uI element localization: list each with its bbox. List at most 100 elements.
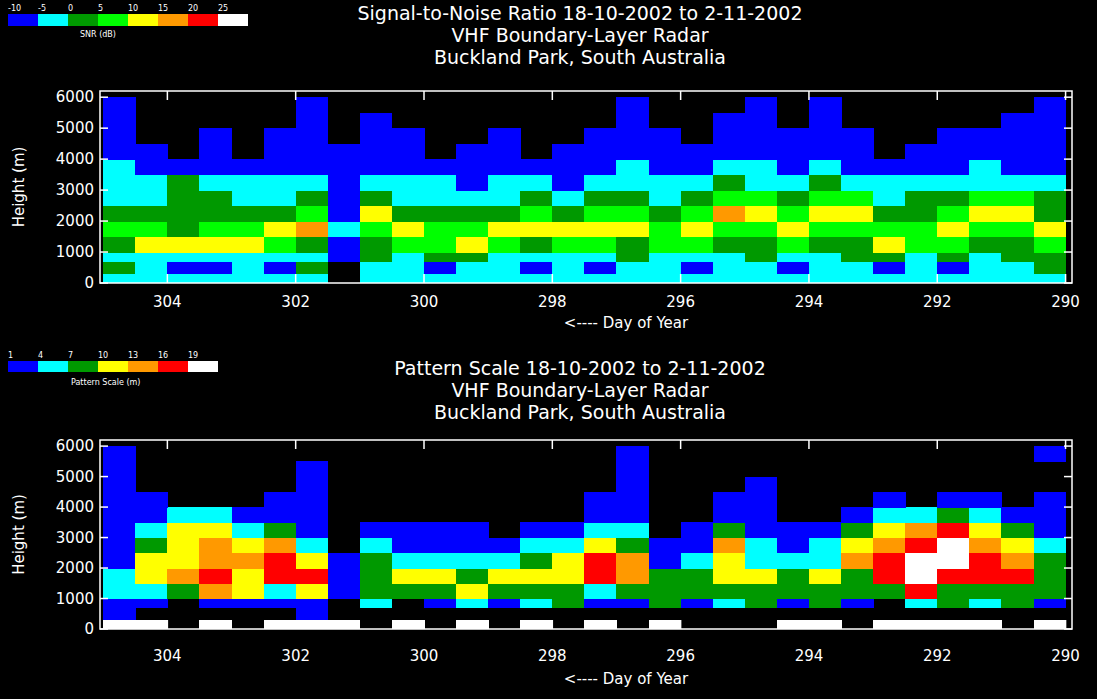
x-tick [1065,274,1067,283]
cell [969,128,1002,144]
color-bar-box [128,14,158,26]
cell [264,522,297,538]
cells [103,446,1066,629]
cell [135,206,168,222]
cell [905,620,938,629]
cell [360,128,393,144]
cell [809,97,842,113]
y-tick-label: 2000 [56,559,94,577]
cell [1001,568,1034,584]
cell [905,274,938,283]
cell [713,538,746,554]
cell [360,113,393,129]
cell [905,206,938,222]
cell [296,599,329,609]
cell [616,261,649,274]
cell [552,237,585,253]
cell [103,159,136,175]
y-tick-label: 4000 [56,498,94,516]
cell [616,599,649,609]
cell [649,538,682,554]
cell [199,507,232,523]
cell [584,568,617,584]
cell [584,583,617,599]
cell [103,221,136,237]
cell [232,553,265,569]
cell [296,221,329,237]
cell [745,599,778,609]
cell [969,252,1002,262]
cell [713,492,746,508]
cell [649,206,682,222]
cell [520,620,553,629]
x-tick-label: 296 [666,647,695,665]
cell [969,159,1002,175]
y-tick [100,598,108,600]
cell [232,538,265,554]
cell [616,221,649,237]
y-tick [100,251,108,253]
cell [552,144,585,160]
y-tick-label: 6000 [56,88,94,106]
cell [584,620,617,629]
cell [873,522,906,538]
cell [713,175,746,191]
cell [905,583,938,599]
cell [616,553,649,569]
cell [616,97,649,113]
cell [873,507,906,523]
color-bar-tick-label: 10 [98,351,108,360]
y-tick-label: 4000 [56,150,94,168]
cell [199,274,232,283]
cell [937,507,970,523]
cell [488,261,521,274]
cell [584,553,617,569]
cell [584,252,617,262]
cell [616,477,649,493]
cell [873,221,906,237]
color-bar-tick-label: 7 [68,351,73,360]
cell [264,492,297,508]
cell [745,553,778,569]
cell [873,237,906,253]
cell [232,522,265,538]
cell [360,144,393,160]
cell [777,128,810,144]
cell [424,538,457,554]
color-bar-tick-label: 1 [8,351,13,360]
cell [392,190,425,206]
cell [1001,175,1034,191]
title: Pattern Scale 18-10-2002 to 2-11-2002 [394,357,765,379]
cell [103,274,136,283]
cell [167,522,200,538]
cell [520,568,553,584]
cell [296,583,329,599]
cell [296,568,329,584]
cell [328,583,361,599]
cell [841,553,874,569]
cell [520,159,553,175]
cell [1001,599,1034,609]
cell [360,583,393,599]
plot-frame [100,91,1072,283]
x-tick [1065,440,1067,449]
cell [841,261,874,274]
cell [1034,274,1067,283]
x-tick [680,620,682,629]
cell [649,128,682,144]
cell [296,538,329,554]
cell [937,190,970,206]
cell [296,507,329,523]
cell [232,507,265,523]
cell [199,128,232,144]
cell [937,206,970,222]
cell [199,583,232,599]
cell [681,538,714,554]
cell [584,237,617,253]
cell [424,568,457,584]
cell [360,522,393,538]
x-tick-label: 290 [1051,647,1080,665]
cell [937,159,970,175]
cell [103,599,136,609]
cell [649,568,682,584]
